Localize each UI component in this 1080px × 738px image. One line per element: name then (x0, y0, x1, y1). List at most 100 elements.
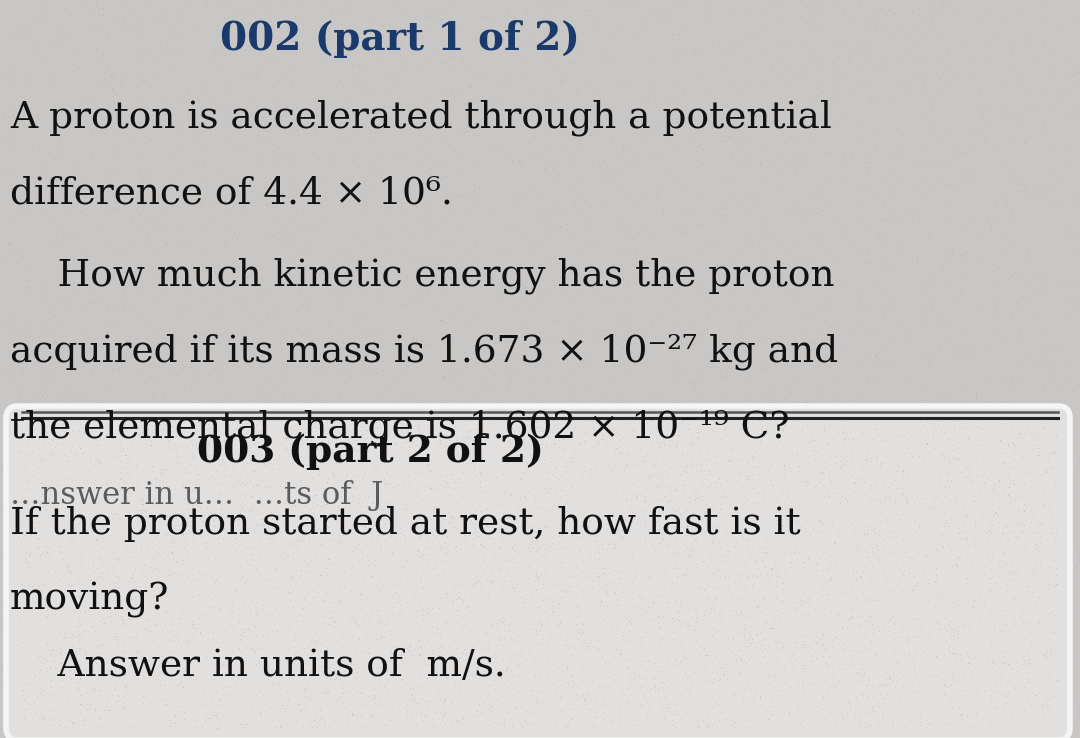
Point (505, 300, 523, 312)
Point (137, 290, 154, 302)
Point (190, 676, 207, 688)
Point (517, 501, 535, 513)
Point (71, 672, 89, 683)
Point (554, 680, 571, 692)
Point (357, 196, 375, 208)
Point (708, 254, 726, 266)
Point (112, 472, 130, 483)
Point (855, 648, 873, 660)
Point (809, 508, 826, 520)
Point (502, 632, 519, 644)
Point (340, 621, 357, 633)
Point (389, 239, 406, 251)
Point (258, 45, 275, 57)
Point (339, 663, 356, 675)
Point (615, 250, 632, 262)
Point (494, 452, 511, 464)
Point (636, 692, 653, 703)
Point (892, 631, 909, 643)
Point (672, 549, 689, 561)
Point (544, 200, 562, 212)
Point (424, 692, 442, 704)
Point (550, 512, 567, 524)
Point (643, 207, 660, 218)
Point (135, 150, 152, 162)
Point (325, 469, 342, 481)
Point (271, 72, 288, 84)
Point (870, 625, 888, 637)
Point (732, 480, 750, 492)
Point (163, 624, 180, 636)
Point (229, 539, 246, 551)
Point (282, 161, 299, 173)
Point (156, 203, 173, 215)
Point (753, 137, 770, 148)
Point (90, 621, 107, 633)
Point (355, 467, 373, 479)
Point (75, 96, 92, 108)
Point (693, 525, 711, 537)
Point (623, 133, 640, 145)
Point (584, 582, 602, 594)
Point (90, 106, 107, 117)
Point (295, 590, 312, 602)
Point (1004, 528, 1022, 540)
Point (16, 328, 33, 340)
Point (64, 114, 81, 125)
Point (367, 731, 384, 738)
Point (37, 133, 54, 145)
Point (380, 486, 397, 497)
Point (915, 76, 932, 88)
Point (498, 665, 515, 677)
Point (312, 193, 329, 204)
Point (616, 444, 633, 455)
Point (878, 666, 895, 677)
Point (424, 656, 442, 668)
Point (579, 277, 596, 289)
Point (542, 287, 559, 299)
Point (298, 702, 315, 714)
Point (259, 667, 276, 679)
Point (489, 349, 507, 361)
Point (651, 593, 669, 604)
Point (418, 492, 435, 503)
Point (321, 40, 338, 52)
Point (318, 558, 335, 570)
Point (983, 562, 1000, 574)
Point (147, 538, 164, 550)
Point (259, 436, 276, 448)
Point (812, 109, 829, 121)
Point (279, 475, 296, 487)
Point (60, 708, 78, 720)
Point (880, 504, 897, 516)
Point (227, 515, 244, 527)
Point (193, 411, 211, 423)
Point (198, 701, 215, 713)
Point (428, 555, 445, 567)
Point (1013, 525, 1030, 537)
Point (350, 162, 367, 173)
Point (1068, 269, 1080, 281)
Point (660, 523, 677, 535)
Point (475, 708, 492, 720)
Point (432, 511, 449, 523)
Point (99, 277, 117, 289)
Point (553, 705, 570, 717)
Point (421, 542, 438, 554)
Point (848, 392, 865, 404)
Point (727, 483, 744, 494)
Point (136, 1, 153, 13)
Point (1004, 668, 1022, 680)
Point (703, 175, 720, 187)
Point (1017, 696, 1035, 708)
Point (355, 694, 373, 706)
Point (714, 614, 731, 626)
Point (706, 114, 724, 125)
Point (90, 648, 107, 660)
Point (214, 503, 231, 514)
Point (18, 370, 36, 382)
Point (1040, 64, 1057, 76)
Point (1005, 441, 1023, 452)
Point (1009, 4, 1026, 15)
Point (769, 627, 786, 639)
